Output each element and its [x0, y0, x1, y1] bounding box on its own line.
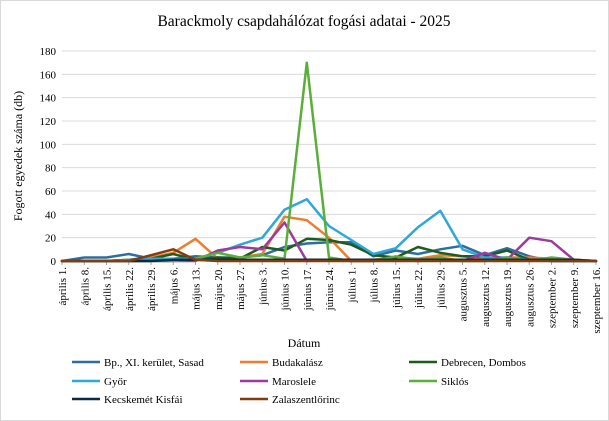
x-tick-label: április 15. — [102, 267, 114, 311]
y-axis-label: Fogott egyedek száma (db) — [11, 91, 25, 221]
x-tick-label: április 22. — [124, 267, 136, 311]
x-tick-label: augusztus 26. — [524, 267, 536, 327]
x-axis-ticks: április 1. április 8. április 15. április 2… — [57, 261, 603, 334]
x-tick-label: július 29. — [435, 267, 447, 309]
x-tick-label: augusztus 5. — [458, 267, 470, 322]
y-tick-label: 100 — [40, 139, 57, 151]
y-tick-label: 80 — [45, 163, 57, 175]
y-tick-label: 160 — [40, 69, 57, 81]
legend-entry: Bp., XI. kerület, Sasad — [104, 357, 204, 369]
legend-entry: Maroslele — [272, 376, 316, 388]
y-tick-label: 180 — [40, 46, 57, 58]
x-tick-label: szeptember 9. — [569, 267, 581, 328]
y-tick-label: 40 — [45, 209, 57, 221]
y-tick-label: 140 — [40, 93, 57, 105]
x-tick-label: június 24. — [324, 267, 336, 312]
x-tick-label: augusztus 12. — [480, 267, 492, 327]
x-axis-label: Dátum — [288, 336, 321, 350]
x-tick-label: július 8. — [369, 267, 381, 304]
legend-entry: Debrecen, Dombos — [441, 357, 526, 369]
x-tick-label: június 3. — [257, 267, 269, 306]
series-lines — [60, 61, 598, 263]
x-tick-label: június 10. — [280, 267, 292, 312]
x-tick-label: augusztus 19. — [502, 267, 514, 327]
x-tick-label: április 29. — [146, 267, 158, 311]
series-line-zalaszentl-rinc — [60, 248, 598, 263]
x-tick-label: május 20. — [213, 267, 225, 310]
x-tick-label: július 15. — [391, 267, 403, 309]
y-tick-label: 0 — [51, 256, 57, 268]
legend-entry: Győr — [104, 376, 127, 388]
x-tick-label: május 13. — [191, 267, 203, 310]
legend-entry: Siklós — [441, 376, 469, 388]
x-tick-label: április 8. — [79, 267, 91, 306]
x-tick-label: szeptember 2. — [547, 267, 559, 328]
y-tick-label: 120 — [40, 116, 57, 128]
x-tick-label: május 27. — [235, 267, 247, 310]
chart-title: Barackmoly csapdahálózat fogási adatai -… — [157, 13, 450, 30]
y-tick-label: 60 — [45, 186, 57, 198]
x-tick-label: május 6. — [168, 267, 180, 305]
y-tick-label: 20 — [45, 233, 57, 245]
x-tick-label: július 1. — [346, 267, 358, 304]
x-tick-label: június 17. — [302, 267, 314, 312]
legend-entry: Zalaszentlőrinc — [272, 394, 340, 406]
legend: Bp., XI. kerület, Sasad Budakalász Debrece… — [72, 357, 526, 406]
x-tick-label: április 1. — [57, 267, 69, 306]
y-axis-ticks: 0 20 40 60 80 100 120 140 160 180 — [40, 46, 57, 268]
x-tick-label: szeptember 16. — [591, 267, 603, 334]
legend-entry: Budakalász — [272, 357, 323, 369]
gridlines — [62, 50, 596, 262]
series-line-sikl-s — [60, 61, 598, 263]
legend-entry: Kecskemét Kisfái — [104, 394, 183, 406]
x-tick-label: július 22. — [413, 267, 425, 309]
